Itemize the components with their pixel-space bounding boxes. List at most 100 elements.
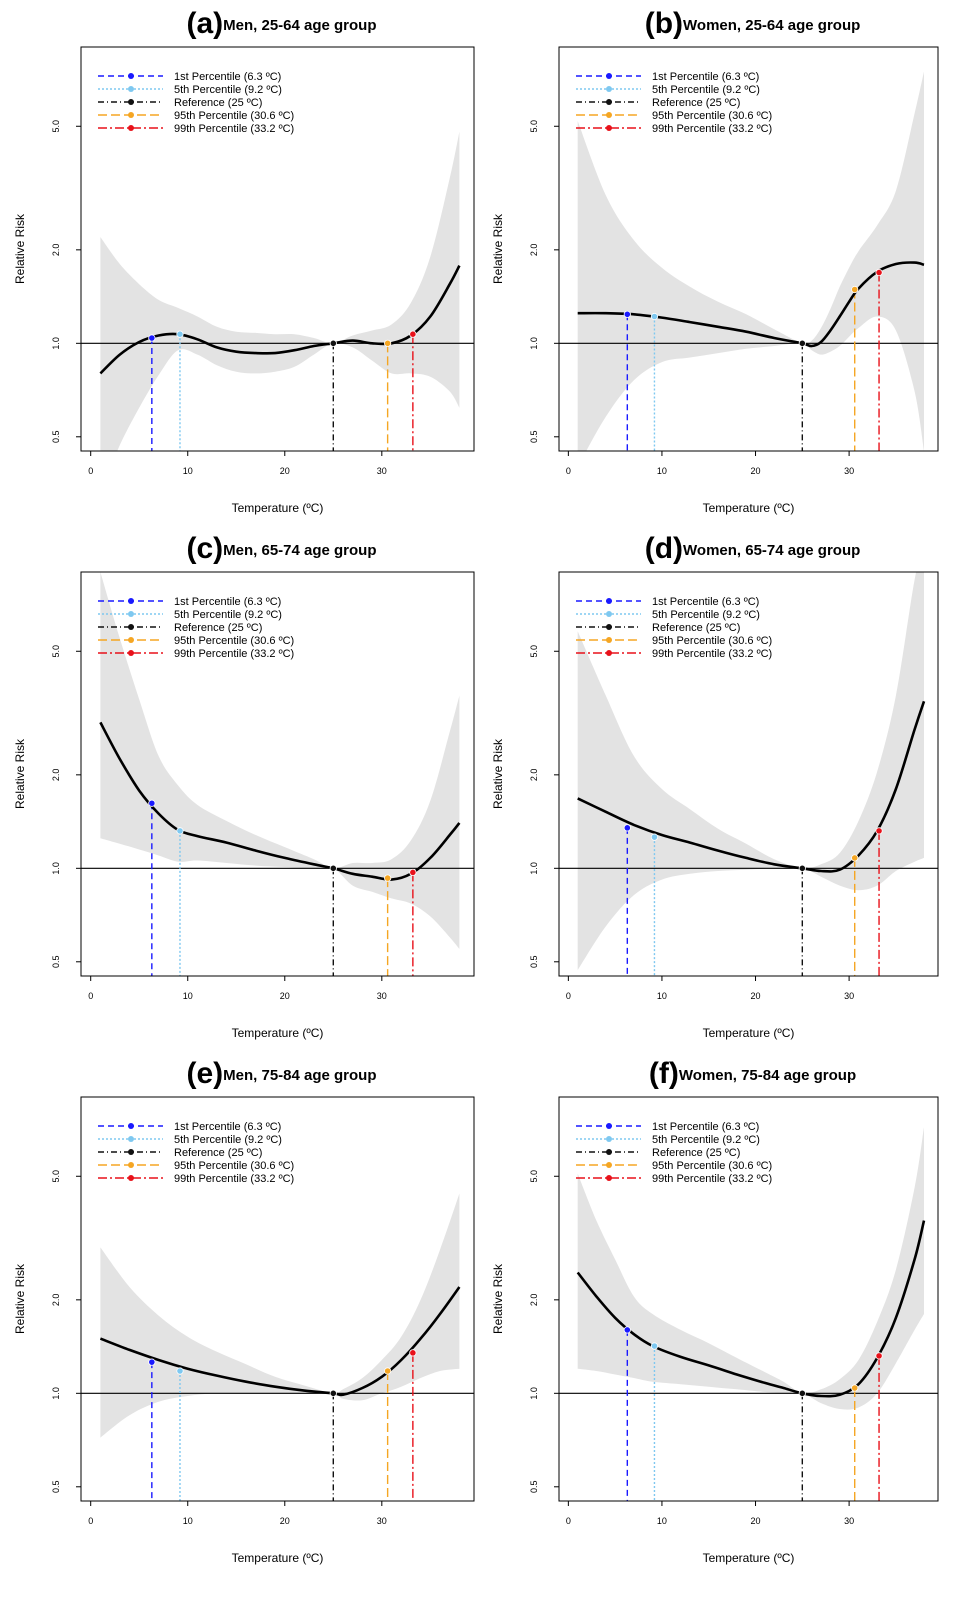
percentile-point-1 (623, 824, 631, 832)
legend-marker-5 (606, 1175, 612, 1181)
percentile-point-4 (384, 1367, 392, 1375)
y-tick-label: 5.0 (51, 120, 61, 133)
legend-marker-3 (128, 1149, 134, 1155)
x-tick-label: 30 (844, 1516, 854, 1526)
panel-title: (b)Women, 25-64 age group (645, 7, 861, 40)
legend-label-3: Reference (25 ºC) (652, 97, 740, 109)
y-tick-label: 5.0 (51, 645, 61, 658)
y-tick-label: 2.0 (51, 1294, 61, 1307)
chart-panel-c: 0 10 20 30 0.5 1.0 2.0 5.0 Temperature (ºC) Relat… (13, 532, 475, 1040)
legend-marker-1 (128, 598, 134, 604)
x-tick-label: 30 (377, 1516, 387, 1526)
x-tick-label: 20 (751, 466, 761, 476)
x-tick-label: 0 (566, 1516, 571, 1526)
percentile-point-3 (798, 1389, 806, 1397)
legend-marker-3 (128, 624, 134, 630)
x-tick-label: 20 (751, 991, 761, 1001)
legend-label-2: 5th Percentile (9.2 ºC) (652, 609, 760, 621)
panel-title-text: Men, 65-74 age group (223, 542, 376, 559)
legend-label-3: Reference (25 ºC) (652, 1147, 740, 1159)
legend-label-1: 1st Percentile (6.3 ºC) (652, 596, 759, 608)
legend-marker-2 (128, 86, 134, 92)
legend-marker-3 (606, 99, 612, 105)
legend-label-5: 99th Percentile (33.2 ºC) (174, 648, 294, 660)
y-tick-label: 1.0 (529, 862, 539, 875)
percentile-point-5 (409, 330, 417, 338)
panel-title-text: Women, 65-74 age group (683, 542, 860, 559)
percentile-point-1 (623, 1326, 631, 1334)
percentile-point-3 (329, 864, 337, 872)
legend-marker-2 (606, 86, 612, 92)
percentile-point-2 (176, 827, 184, 835)
y-axis-label: Relative Risk (13, 213, 27, 284)
legend: 1st Percentile (6.3 ºC)5th Percentile (9… (576, 71, 772, 135)
y-tick-label: 0.5 (51, 956, 61, 969)
legend-label-5: 99th Percentile (33.2 ºC) (652, 648, 772, 660)
legend-marker-1 (128, 1123, 134, 1129)
legend-label-2: 5th Percentile (9.2 ºC) (174, 1134, 282, 1146)
plot-frame (80, 46, 475, 452)
legend-label-4: 95th Percentile (30.6 ºC) (652, 635, 772, 647)
x-tick-label: 0 (566, 991, 571, 1001)
legend-label-3: Reference (25 ºC) (174, 97, 262, 109)
x-axis-label: Temperature (ºC) (703, 1551, 795, 1565)
legend: 1st Percentile (6.3 ºC)5th Percentile (9… (576, 596, 772, 660)
rr-curve (99, 265, 461, 375)
percentile-point-5 (409, 1349, 417, 1357)
legend: 1st Percentile (6.3 ºC)5th Percentile (9… (98, 1121, 294, 1185)
chart-panel-f: 0 10 20 30 0.5 1.0 2.0 5.0 Temperature (ºC) Relat… (491, 1057, 939, 1565)
panel-title: (f)Women, 75-84 age group (649, 1057, 856, 1090)
legend-marker-5 (128, 650, 134, 656)
chart-panel-d: 0 10 20 30 0.5 1.0 2.0 5.0 Temperature (ºC) Relat… (491, 532, 939, 1040)
percentile-point-2 (176, 1367, 184, 1375)
chart-panel-e: 0 10 20 30 0.5 1.0 2.0 5.0 Temperature (ºC) Relat… (13, 1057, 475, 1565)
percentile-point-4 (851, 854, 859, 862)
legend-label-1: 1st Percentile (6.3 ºC) (652, 1121, 759, 1133)
legend-marker-1 (606, 73, 612, 79)
legend-marker-3 (606, 624, 612, 630)
legend-marker-5 (128, 125, 134, 131)
percentile-point-5 (875, 268, 883, 277)
legend-label-1: 1st Percentile (6.3 ºC) (174, 71, 281, 83)
y-tick-label: 0.5 (529, 956, 539, 969)
legend-marker-4 (606, 112, 612, 118)
x-tick-label: 10 (183, 991, 193, 1001)
legend-marker-2 (606, 611, 612, 617)
y-axis-label: Relative Risk (13, 738, 27, 809)
y-tick-label: 5.0 (51, 1170, 61, 1183)
percentile-point-5 (875, 1352, 883, 1360)
y-tick-label: 1.0 (51, 337, 61, 350)
y-axis-label: Relative Risk (491, 213, 505, 284)
percentile-point-3 (798, 864, 806, 872)
legend: 1st Percentile (6.3 ºC)5th Percentile (9… (98, 71, 294, 135)
y-tick-label: 2.0 (51, 769, 61, 782)
percentile-point-5 (409, 868, 417, 877)
legend-label-4: 95th Percentile (30.6 ºC) (174, 1160, 294, 1172)
legend-label-1: 1st Percentile (6.3 ºC) (652, 71, 759, 83)
legend: 1st Percentile (6.3 ºC)5th Percentile (9… (576, 1121, 772, 1185)
percentile-point-2 (650, 1342, 659, 1350)
plot-frame (558, 571, 939, 977)
legend: 1st Percentile (6.3 ºC)5th Percentile (9… (98, 596, 294, 660)
x-tick-label: 10 (657, 1516, 667, 1526)
plot-area (559, 572, 938, 976)
legend-marker-4 (128, 1162, 134, 1168)
y-tick-label: 2.0 (529, 1294, 539, 1307)
percentile-point-5 (875, 827, 883, 835)
panel-title: (a)Men, 25-64 age group (186, 7, 376, 40)
legend-marker-5 (606, 650, 612, 656)
legend-label-2: 5th Percentile (9.2 ºC) (652, 84, 760, 96)
percentile-point-3 (329, 1389, 337, 1397)
legend-label-2: 5th Percentile (9.2 ºC) (652, 1134, 760, 1146)
y-tick-label: 0.5 (51, 1481, 61, 1494)
y-axis-label: Relative Risk (13, 1263, 27, 1334)
y-tick-label: 2.0 (529, 769, 539, 782)
legend-label-3: Reference (25 ºC) (652, 622, 740, 634)
panel-letter: (d) (645, 532, 683, 565)
legend-label-4: 95th Percentile (30.6 ºC) (652, 1160, 772, 1172)
plot-area (81, 131, 474, 451)
confidence-band (577, 1127, 924, 1410)
plot-frame (558, 46, 939, 452)
percentile-point-2 (176, 330, 184, 338)
legend-label-4: 95th Percentile (30.6 ºC) (652, 110, 772, 122)
